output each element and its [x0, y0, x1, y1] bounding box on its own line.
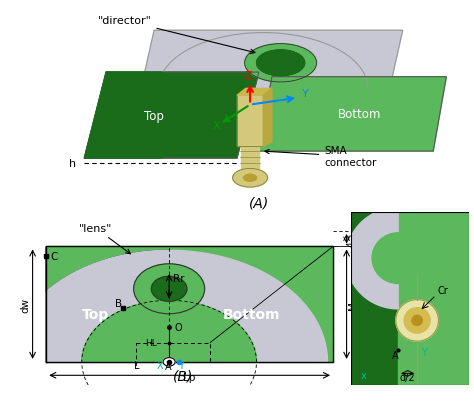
Polygon shape — [46, 247, 169, 362]
Text: Bottom: Bottom — [222, 307, 280, 321]
Polygon shape — [351, 213, 398, 385]
Circle shape — [151, 277, 187, 302]
Polygon shape — [346, 208, 398, 309]
Polygon shape — [259, 77, 447, 152]
Polygon shape — [398, 213, 469, 385]
Text: "director": "director" — [98, 16, 255, 55]
Circle shape — [404, 308, 430, 333]
Text: X: X — [213, 121, 220, 130]
Text: h: h — [69, 158, 76, 168]
Circle shape — [233, 169, 267, 188]
Text: L: L — [134, 360, 139, 370]
Text: dw: dw — [21, 297, 31, 312]
Text: SMA
connector: SMA connector — [265, 146, 376, 168]
Text: Bottom: Bottom — [337, 108, 381, 121]
Text: HL: HL — [145, 338, 157, 347]
Text: d/2: d/2 — [400, 373, 415, 383]
Polygon shape — [141, 34, 390, 89]
Polygon shape — [84, 73, 182, 159]
Text: 4.5: 4.5 — [346, 232, 355, 246]
Polygon shape — [263, 89, 272, 147]
Polygon shape — [46, 251, 328, 362]
Polygon shape — [46, 247, 333, 362]
Text: Top: Top — [82, 307, 109, 321]
Text: (B): (B) — [173, 369, 193, 383]
Circle shape — [256, 51, 305, 76]
Polygon shape — [237, 89, 272, 96]
Polygon shape — [237, 96, 263, 147]
Text: M: M — [348, 300, 358, 309]
Circle shape — [396, 300, 438, 341]
Text: C: C — [50, 251, 58, 261]
Polygon shape — [82, 301, 256, 362]
Text: (A): (A) — [249, 196, 269, 210]
Text: Y: Y — [302, 89, 309, 99]
Text: A: A — [392, 350, 398, 360]
Text: x: x — [360, 370, 366, 380]
Circle shape — [134, 264, 205, 314]
Text: Rr: Rr — [173, 273, 185, 284]
Text: Lp: Lp — [183, 372, 196, 382]
Text: Y: Y — [179, 360, 184, 370]
Circle shape — [163, 358, 175, 366]
Text: "lens": "lens" — [79, 223, 130, 254]
Circle shape — [256, 51, 305, 76]
Text: Top: Top — [144, 109, 164, 122]
Polygon shape — [84, 73, 259, 159]
Text: A: A — [164, 361, 171, 371]
Circle shape — [372, 233, 424, 284]
Polygon shape — [141, 31, 403, 89]
Text: Z: Z — [244, 71, 252, 81]
Circle shape — [412, 316, 422, 326]
Text: O: O — [174, 322, 182, 332]
Polygon shape — [241, 147, 259, 175]
Circle shape — [244, 175, 256, 182]
Text: Y: Y — [421, 347, 427, 357]
Text: Cr: Cr — [437, 285, 448, 295]
Circle shape — [245, 45, 317, 83]
Text: B: B — [115, 298, 122, 308]
Text: X: X — [156, 360, 163, 370]
